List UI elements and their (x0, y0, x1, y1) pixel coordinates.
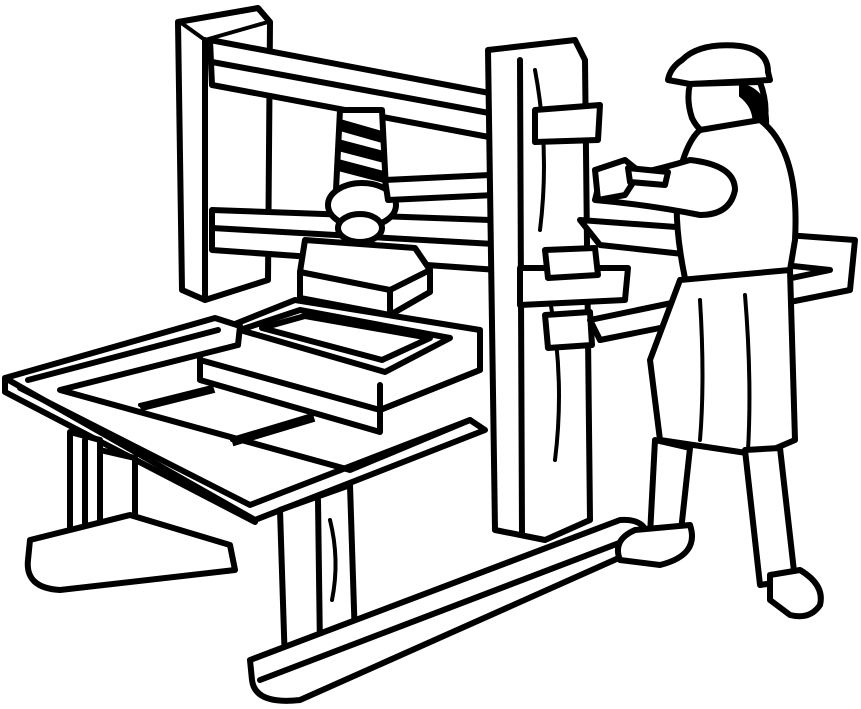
printer-right-leg (742, 445, 798, 588)
printer-right-shoe (767, 567, 824, 620)
printer-figure (592, 42, 824, 620)
printer-apron (647, 267, 798, 458)
press-screw (325, 107, 399, 245)
floor-skids (24, 512, 652, 704)
printer-left-shoe (614, 522, 695, 568)
front-table (2, 315, 488, 525)
printer-cap (665, 42, 773, 87)
press-bar-handle (382, 172, 498, 203)
front-right-post (485, 37, 631, 543)
press-bed-stack (197, 297, 483, 435)
